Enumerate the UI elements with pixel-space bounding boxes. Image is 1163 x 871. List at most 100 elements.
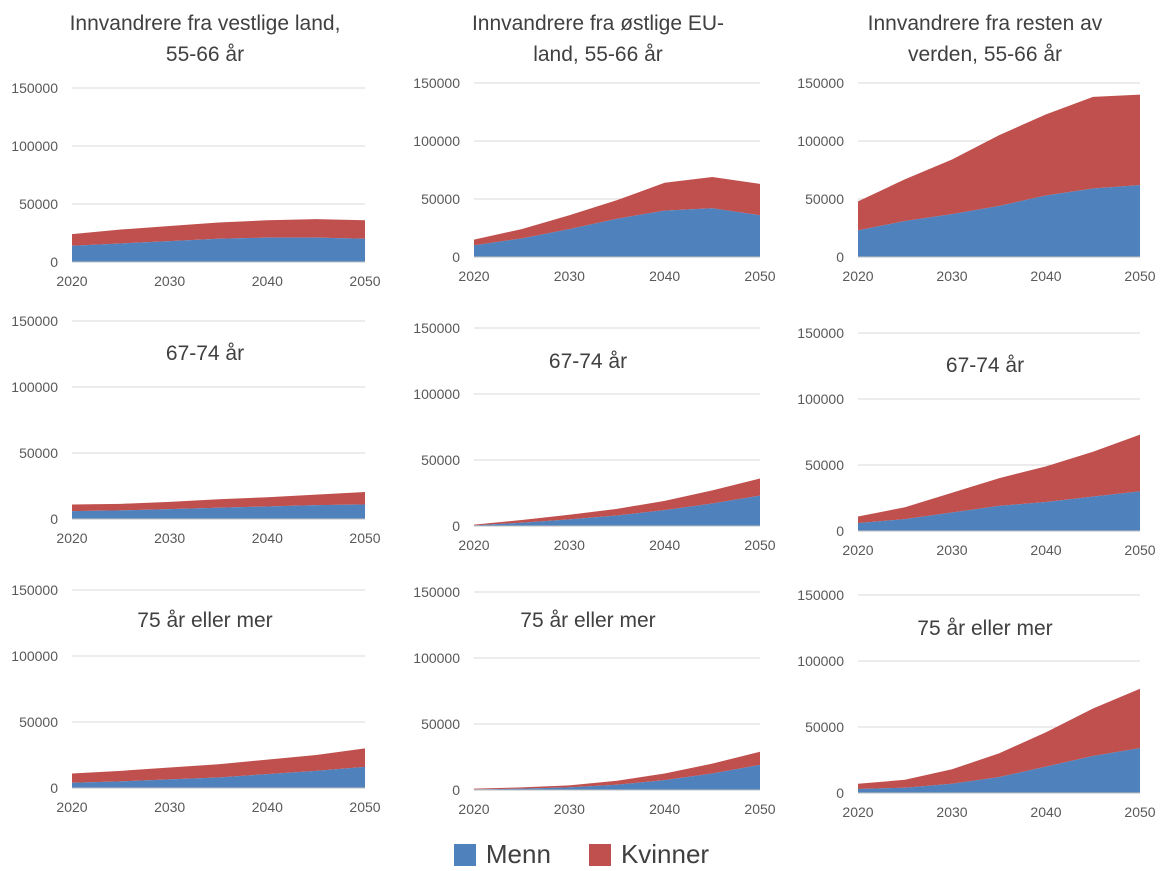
chart-panel-2: 0 50000 100000 150000 2020 2030 2040 2050 Innvan…: [413, 12, 775, 284]
y-tick-label: 100000: [413, 650, 460, 666]
x-tick-label: 2020: [56, 530, 87, 546]
y-tick-label: 100000: [413, 133, 460, 149]
x-tick-label: 2030: [154, 799, 185, 815]
area-kvinner: [474, 176, 760, 246]
x-tick-label: 2050: [744, 537, 775, 553]
x-tick-label: 2030: [936, 268, 967, 284]
x-tick-label: 2030: [554, 537, 585, 553]
x-tick-label: 2050: [744, 268, 775, 284]
y-tick-label: 0: [836, 785, 844, 801]
area-menn: [858, 185, 1140, 257]
y-tick-label: 0: [452, 782, 460, 798]
y-tick-label: 150000: [797, 587, 844, 603]
y-tick-label: 150000: [11, 582, 58, 598]
chart-title: 75 år eller mer: [520, 609, 655, 632]
area-menn: [474, 495, 760, 526]
y-tick-label: 0: [452, 518, 460, 534]
y-tick-label: 100000: [413, 386, 460, 402]
x-tick-label: 2040: [252, 530, 283, 546]
y-tick-label: 100000: [797, 133, 844, 149]
chart-panel-8: 0 50000 100000 150000 2020 2030 2040 2050 75 år …: [413, 584, 775, 817]
y-tick-label: 150000: [413, 584, 460, 600]
chart-panel-4: 0 50000 100000 150000 2020 2030 2040 2050 67-74 …: [11, 313, 380, 546]
area-kvinner: [474, 751, 760, 790]
y-tick-label: 100000: [11, 138, 58, 154]
y-tick-label: 150000: [413, 75, 460, 91]
x-tick-label: 2030: [554, 801, 585, 817]
x-tick-label: 2020: [458, 801, 489, 817]
chart-panel-1: 0 50000 100000 150000 2020 2030 2040 2050 Innvan…: [11, 12, 380, 289]
x-tick-label: 2030: [154, 530, 185, 546]
chart-panel-7: 0 50000 100000 150000 2020 2030 2040 2050 75 år …: [11, 582, 380, 815]
legend-label-kvinner: Kvinner: [620, 839, 710, 869]
y-tick-label: 150000: [11, 313, 58, 329]
x-tick-label: 2050: [349, 530, 380, 546]
y-tick-label: 0: [836, 523, 844, 539]
x-tick-label: 2030: [554, 268, 585, 284]
chart-title: land, 55-66 år: [533, 43, 663, 66]
x-tick-label: 2050: [744, 801, 775, 817]
y-tick-label: 50000: [421, 716, 460, 732]
chart-title: Innvandrere fra resten av: [868, 12, 1103, 35]
y-tick-label: 0: [50, 780, 58, 796]
area-kvinner: [474, 478, 760, 526]
x-tick-label: 2050: [1124, 542, 1155, 558]
area-menn: [474, 208, 760, 257]
x-tick-label: 2020: [842, 804, 873, 820]
area-kvinner: [858, 434, 1140, 524]
chart-title: 67-74 år: [946, 354, 1024, 377]
area-kvinner: [72, 219, 365, 246]
area-kvinner: [72, 491, 365, 512]
x-tick-label: 2030: [936, 542, 967, 558]
chart-title: 75 år eller mer: [917, 617, 1052, 640]
legend: Menn Kvinner: [0, 838, 1163, 871]
area-menn: [858, 748, 1140, 793]
x-tick-label: 2040: [1030, 268, 1061, 284]
y-tick-label: 50000: [19, 445, 58, 461]
x-tick-label: 2040: [252, 273, 283, 289]
area-kvinner: [858, 688, 1140, 790]
legend-item-kvinner: Kvinner: [588, 839, 710, 870]
chart-grid: 0 50000 100000 150000 2020 2030 2040 2050 Innvan…: [11, 12, 1155, 820]
area-kvinner: [72, 748, 365, 783]
chart-title: Innvandrere fra vestlige land,: [70, 12, 341, 35]
y-tick-label: 150000: [11, 80, 58, 96]
legend-swatch-kvinner: [588, 843, 611, 866]
x-tick-label: 2040: [649, 268, 680, 284]
chart-title: 67-74 år: [549, 350, 627, 373]
x-tick-label: 2050: [1124, 804, 1155, 820]
x-tick-label: 2040: [649, 801, 680, 817]
y-tick-label: 0: [50, 254, 58, 270]
x-tick-label: 2040: [252, 799, 283, 815]
y-tick-label: 150000: [797, 325, 844, 341]
x-tick-label: 2020: [56, 799, 87, 815]
chart-title: Innvandrere fra østlige EU-: [472, 12, 724, 35]
y-tick-label: 50000: [421, 191, 460, 207]
y-tick-label: 50000: [19, 196, 58, 212]
y-tick-label: 150000: [797, 75, 844, 91]
x-tick-label: 2040: [1030, 804, 1061, 820]
chart-panel-5: 0 50000 100000 150000 2020 2030 2040 2050 67-74 …: [413, 320, 775, 553]
area-menn: [72, 504, 365, 519]
x-tick-label: 2050: [1124, 268, 1155, 284]
chart-panel-3: 0 50000 100000 150000 2020 2030 2040 2050 Innvan…: [797, 12, 1155, 284]
area-menn: [72, 766, 365, 788]
chart-panel-9: 0 50000 100000 150000 2020 2030 2040 2050 75 år …: [797, 587, 1155, 820]
chart-title: 55-66 år: [166, 43, 244, 66]
x-tick-label: 2030: [936, 804, 967, 820]
y-tick-label: 100000: [11, 648, 58, 664]
legend-swatch-menn: [453, 843, 476, 866]
y-tick-label: 100000: [797, 653, 844, 669]
area-kvinner: [858, 94, 1140, 231]
x-tick-label: 2050: [349, 273, 380, 289]
chart-title: 75 år eller mer: [137, 609, 272, 632]
y-tick-label: 150000: [413, 320, 460, 336]
x-tick-label: 2050: [349, 799, 380, 815]
area-menn: [72, 237, 365, 262]
y-tick-label: 50000: [805, 719, 844, 735]
x-tick-label: 2020: [458, 268, 489, 284]
legend-label-menn: Menn: [485, 839, 551, 869]
chart-title: 67-74 år: [166, 342, 244, 365]
y-tick-label: 50000: [421, 452, 460, 468]
y-tick-label: 50000: [805, 191, 844, 207]
